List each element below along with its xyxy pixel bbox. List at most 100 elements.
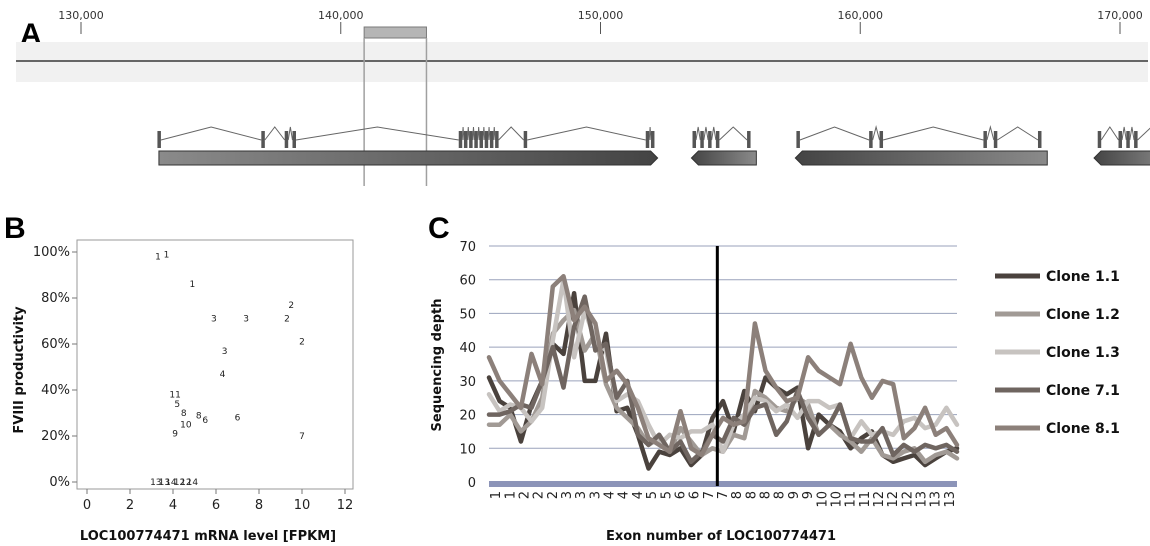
scatter-x-tick-label: 8 [255,498,263,513]
scatter-x-tick-label: 2 [126,498,134,513]
intron-line [799,126,870,141]
exon-block [700,131,704,148]
genome-tick-label: 170,000 [1097,9,1143,22]
line-y-tick-label: 10 [459,442,476,457]
exon-block [489,131,494,148]
intron-line [466,126,470,141]
exon-block [495,131,499,148]
exon-block [463,131,468,148]
scatter-y-tick-label: 80% [41,291,70,306]
line-x-tick-label: 7 [702,491,717,499]
line-x-tick-label: 12 [900,491,915,508]
intron-line [882,126,984,141]
intron-line [472,126,475,141]
exon-block [458,131,463,148]
intron-line [997,126,1039,141]
legend-label: Clone 7.1 [1046,383,1120,399]
scatter-point: 11 [169,391,180,401]
exon-block [261,131,265,148]
scatter-x-tick-label: 4 [169,498,177,513]
exon-block [484,131,489,148]
scatter-x-tick-label: 6 [212,498,220,513]
exon-block [474,131,478,148]
scatter-point: 4 [220,370,226,380]
exon-block [650,131,655,148]
scatter-point: 8 [181,409,187,419]
exon-block [796,131,800,148]
line-y-tick-label: 40 [459,341,476,356]
line-x-tick-label: 12 [886,491,901,508]
scatter-point: 13 [159,478,170,488]
exon-block [292,131,296,148]
line-x-tick-label: 4 [617,491,632,499]
line-x-tick-label: 9 [801,491,816,499]
exon-block [983,131,987,148]
line-x-tick-label: 6 [673,491,688,499]
scatter-y-tick-label: 40% [41,383,70,398]
line-x-tick-label: 13 [929,491,944,508]
line-x-tick-label: 3 [588,491,603,499]
scatter-y-tick-label: 20% [41,429,70,444]
line-y-tick-label: 20 [459,409,476,424]
intron-line [711,126,717,141]
line-x-tick-label: 5 [659,491,674,499]
scatter-point: 2 [299,338,305,348]
exon-block [645,131,650,148]
intron-line [482,126,486,141]
line-x-tick-label: 8 [773,491,788,499]
line-x-tick-label: 13 [943,491,958,508]
scatter-point: 8 [196,411,202,421]
scatter-point: 1 [155,253,161,263]
scatter-frame [76,239,354,490]
line-x-tick-label: 10 [829,491,844,508]
exon-block [869,131,873,148]
line-x-tick-label: 2 [532,491,547,499]
line-x-tick-label: 13 [915,491,930,508]
line-x-tick-label: 10 [815,491,830,508]
scatter-point: 1 [164,250,170,260]
exon-block [284,131,289,148]
legend-label: Clone 8.1 [1046,421,1120,437]
gene-arrow [158,150,659,166]
scatter-x-tick-label: 0 [83,498,91,513]
line-x-tick-label: 1 [489,491,504,499]
exon-block [747,131,751,148]
panel-a: A 130,000 140,000 150,000 160,000 170,000 [16,9,1150,186]
exon-block [879,131,884,148]
exon-block [479,131,484,148]
intron-line [487,126,491,141]
x-axis-bar [489,481,957,487]
panel-letter-c: C [428,212,450,245]
intron-line [695,126,701,141]
line-x-tick-label: 5 [645,491,660,499]
intron-line [1100,126,1119,141]
legend-label: Clone 1.2 [1046,307,1120,323]
intron-line [477,126,481,141]
scatter-point: 6 [235,414,241,424]
intron-line [498,126,525,141]
scatter-point: 3 [243,315,249,325]
scatter-x-label: LOC100774471 mRNA level [FPKM] [80,529,336,544]
gene-models [157,125,1150,166]
line-x-tick-label: 8 [730,491,745,499]
line-x-tick-label: 11 [858,491,873,508]
intron-line [1121,126,1127,141]
gene-model [690,126,757,166]
scatter-point: 2 [284,315,290,325]
scatter-point: 2 [288,301,294,311]
scatter-point: 13 [150,478,161,488]
scatter-y-tick-label: 60% [41,337,70,352]
intron-line [160,126,262,141]
genome-tick-label: 140,000 [318,9,364,22]
scatter-point: 12 [174,478,185,488]
scatter-x-tick-label: 12 [337,498,354,513]
panel-letter-b: B [4,212,26,245]
intron-line [648,126,652,141]
exon-block [1097,131,1102,148]
line-x-tick-label: 4 [603,491,618,499]
scatter-point: 14 [165,478,177,488]
scatter-point: 5 [174,400,180,410]
line-chart-series [486,274,960,471]
